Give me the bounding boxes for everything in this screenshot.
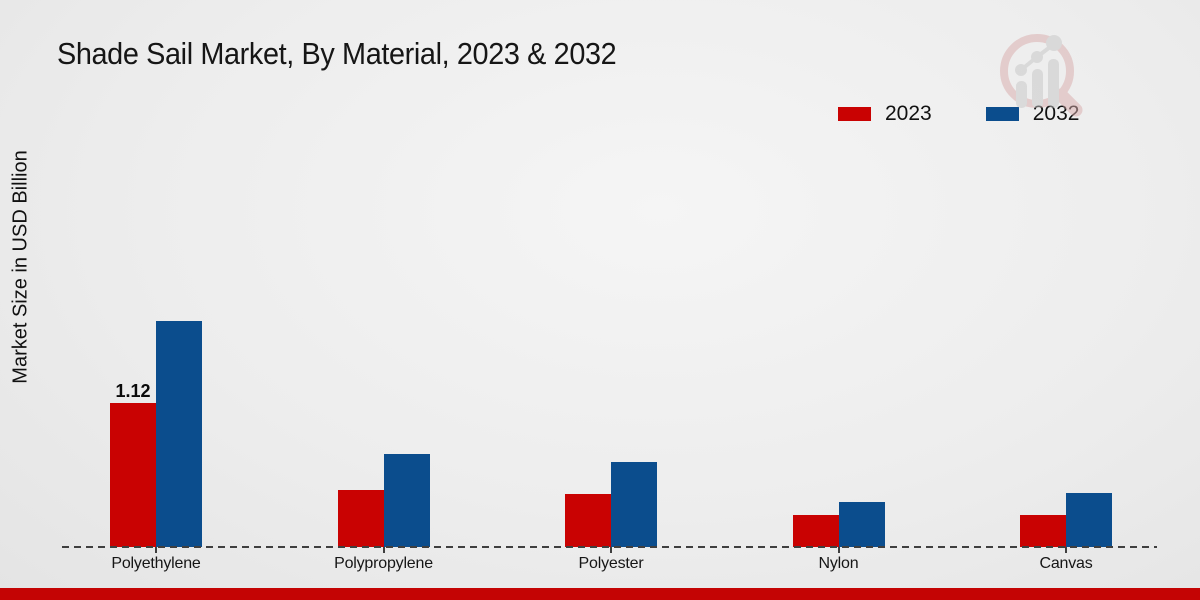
x-axis-tick [837,547,840,553]
magnifier-bar-chart-logo-icon [1000,34,1083,117]
x-axis-tick [382,547,385,553]
chart-title: Shade Sail Market, By Material, 2023 & 2… [57,36,617,71]
bar-2032-canvas [1066,493,1112,547]
bar-2032-polypropylene [383,454,430,547]
legend-label-2023: 2023 [885,102,932,125]
x-axis-tick [1065,547,1067,553]
category-label-canvas: Canvas [1039,555,1093,572]
value-label-2023-polyethylene: 1.12 [115,381,151,401]
x-axis-dashed-baseline [62,546,1157,548]
category-label-polyester: Polyester [578,555,644,572]
bar-2023-polyester [565,494,611,547]
x-axis-tick [155,547,157,553]
bar-2023-nylon [792,515,839,547]
footer-accent-strip [0,588,1200,600]
bar-2032-polyester [611,462,657,547]
x-axis-tick [610,547,612,553]
bar-2032-polyethylene [156,321,202,547]
bar-2023-polyethylene [110,403,156,547]
bar-2032-nylon [838,502,885,547]
legend-swatch-2023 [838,107,871,121]
category-label-nylon: Nylon [818,555,859,572]
category-label-polyethylene: Polyethylene [111,555,201,572]
category-label-polypropylene: Polypropylene [334,555,433,572]
legend-swatch-2032 [985,107,1019,121]
bar-2023-canvas [1020,515,1066,547]
bar-2023-polypropylene [337,490,384,547]
